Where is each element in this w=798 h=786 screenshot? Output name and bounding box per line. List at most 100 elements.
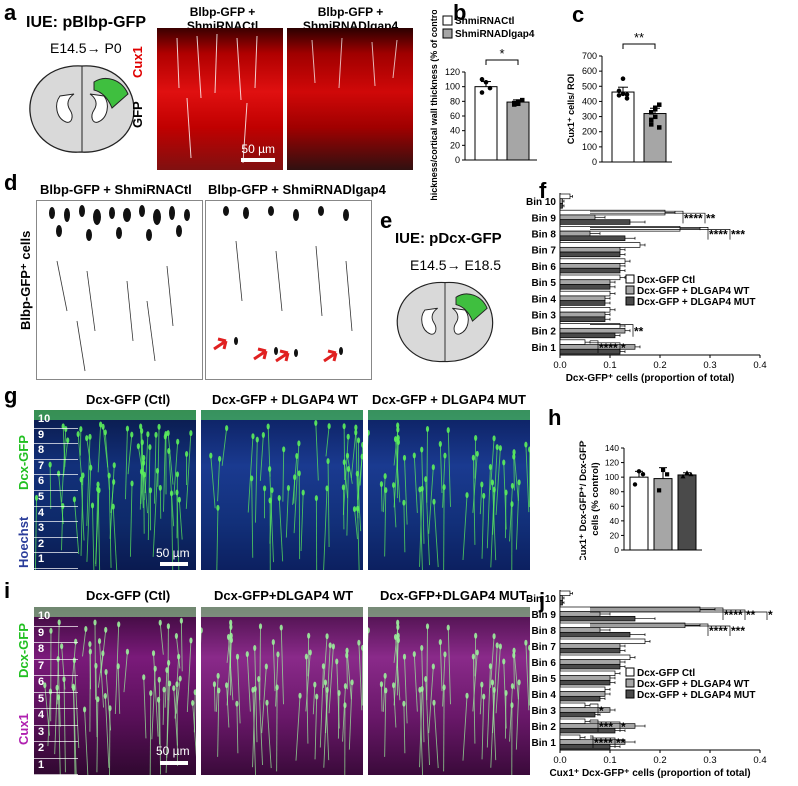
- y-tick-label: 140: [605, 443, 619, 453]
- category-label: Bin 8: [532, 626, 557, 637]
- significance-bracket: [590, 703, 599, 716]
- bin-label: 5: [38, 491, 45, 503]
- y-tick-label: 100: [582, 142, 597, 152]
- legend-label: ShmiRNADlgap4: [455, 29, 535, 40]
- iue-label-e: IUE: pDcx-GFP: [395, 230, 502, 247]
- bar: [559, 242, 641, 248]
- y-tick-label: 60: [610, 501, 620, 511]
- bin-label: 7: [38, 459, 45, 472]
- chart-f: 0.0 0.1 0.2 0.3 0.4 Dcx-GFP⁺ cells (proportio…: [526, 193, 767, 384]
- micrograph-g-mut: [368, 410, 530, 570]
- scale-bar-g: [160, 562, 188, 566]
- bar: [559, 339, 586, 345]
- significance-mark: ***: [731, 624, 745, 638]
- col-header-g3: Dcx-GFP + DLGAP4 MUT: [372, 392, 526, 407]
- y-axis-label-line1: Cux1⁺ Dcx-GFP⁺/ Dcx-GFP⁺: [578, 440, 589, 560]
- data-point: [479, 90, 485, 95]
- bin-divider: [34, 724, 78, 726]
- legend-swatch: [625, 285, 635, 295]
- y-tick-label: 40: [610, 516, 620, 526]
- bin-divider: [34, 625, 78, 627]
- data-point: [657, 125, 662, 130]
- bin-label: 6: [38, 676, 45, 688]
- significance-mark: ***: [731, 228, 745, 242]
- data-point: [684, 470, 690, 475]
- y-axis-label: Cux1 thickness/cortical wall thickness (…: [429, 10, 439, 200]
- bar: [559, 615, 636, 622]
- bar: [559, 214, 596, 221]
- stain-label-hoechst-g: Hoechst: [16, 516, 31, 568]
- bin-divider: [34, 741, 78, 742]
- panel-label-h: h: [548, 405, 562, 430]
- red-arrow-1: [213, 337, 228, 351]
- bin-label: 9: [38, 626, 45, 639]
- significance-mark: ****: [724, 608, 743, 622]
- significance-mark: **: [634, 30, 644, 45]
- data-point: [649, 110, 654, 115]
- col-header-a2-line1: Blbp-GFP +: [317, 5, 384, 19]
- bin-label: 7: [38, 659, 45, 672]
- micrograph-texture: [368, 607, 530, 775]
- category-label: Bin 10: [526, 594, 556, 605]
- data-point: [624, 92, 630, 97]
- bin-divider: [34, 708, 78, 709]
- bar: [506, 101, 530, 161]
- bin-label: 3: [38, 725, 45, 738]
- data-point: [620, 91, 626, 97]
- timeline-e: E14.5→ E18.5: [410, 257, 502, 273]
- bar: [559, 675, 611, 681]
- bin-divider: [34, 427, 78, 429]
- legend-label: ShmiRNACtl: [455, 16, 515, 27]
- bar: [559, 274, 621, 281]
- col-header-d2: Blbp-GFP + ShmiRNADlgap4: [208, 182, 386, 197]
- data-point: [665, 472, 670, 477]
- col-header-g1: Dcx-GFP (Ctl): [86, 392, 171, 407]
- significance-mark: *: [499, 46, 504, 61]
- bar: [559, 702, 586, 709]
- bin-divider: [34, 757, 78, 759]
- significance-bracket: [485, 59, 519, 65]
- panel-label-c: c: [572, 2, 585, 27]
- bar: [559, 595, 563, 601]
- y-tick-label: 0: [455, 155, 460, 165]
- bar: [559, 219, 631, 225]
- data-point: [516, 101, 521, 107]
- data-point: [653, 105, 658, 110]
- bar: [611, 91, 635, 163]
- category-label: Bin 10: [526, 197, 556, 208]
- significance-bracket: [590, 721, 621, 732]
- micrograph-texture: [34, 607, 196, 775]
- micrograph-a-ctl: 50 µm: [157, 28, 283, 170]
- significance-mark: **: [706, 211, 716, 225]
- category-label: Bin 8: [532, 230, 557, 241]
- bar: [559, 332, 616, 339]
- x-tick-label: 0.0: [553, 360, 566, 371]
- data-point: [487, 85, 493, 91]
- legend-label: Dcx-GFP + DLGAP4 WT: [637, 286, 749, 297]
- legend-label: Dcx-GFP + DLGAP4 MUT: [637, 690, 755, 701]
- panel-label-f: f: [539, 178, 547, 203]
- micrograph-texture: [201, 410, 363, 570]
- timeline-a: E14.5→ P0: [50, 40, 122, 56]
- significance-bracket: [590, 324, 634, 337]
- x-axis-label: Cux1⁺ Dcx-GFP⁺ cells (proportion of tota…: [549, 768, 750, 779]
- red-arrow-4: [323, 349, 338, 363]
- category-label: Bin 2: [532, 722, 557, 733]
- y-tick-label: 80: [450, 96, 460, 106]
- micrograph-d-dlgap4: [205, 200, 372, 380]
- legend-label: Dcx-GFP Ctl: [637, 275, 695, 286]
- data-point: [624, 96, 630, 101]
- significance-bracket: [622, 43, 656, 49]
- category-label: Bin 3: [532, 706, 557, 717]
- brain-schematic-e: [396, 281, 494, 363]
- significance-mark: ****: [709, 624, 728, 638]
- bin-label: 9: [38, 428, 45, 441]
- significance-bracket: [590, 342, 621, 353]
- significance-mark: **: [616, 736, 626, 750]
- bin-label: 10: [38, 413, 51, 425]
- y-tick-label: 40: [450, 126, 460, 136]
- bin-label: 4: [38, 506, 45, 519]
- significance-mark: ****: [684, 211, 703, 225]
- data-point: [661, 467, 666, 473]
- significance-bracket: [590, 735, 594, 748]
